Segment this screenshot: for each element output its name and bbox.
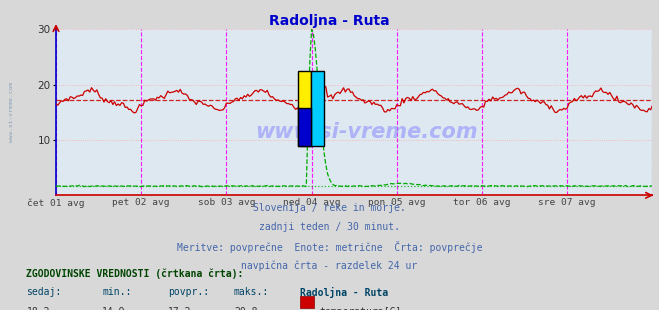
Text: Slovenija / reke in morje.: Slovenija / reke in morje.: [253, 203, 406, 213]
Text: zadnji teden / 30 minut.: zadnji teden / 30 minut.: [259, 222, 400, 232]
FancyBboxPatch shape: [298, 71, 311, 145]
Text: www.si-vreme.com: www.si-vreme.com: [9, 82, 14, 142]
Text: povpr.:: povpr.:: [168, 287, 209, 297]
Text: ZGODOVINSKE VREDNOSTI (črtkana črta):: ZGODOVINSKE VREDNOSTI (črtkana črta):: [26, 268, 244, 279]
Text: 18,2: 18,2: [26, 307, 50, 310]
FancyBboxPatch shape: [298, 108, 311, 145]
Text: Meritve: povprečne  Enote: metrične  Črta: povprečje: Meritve: povprečne Enote: metrične Črta:…: [177, 241, 482, 254]
Text: navpična črta - razdelek 24 ur: navpična črta - razdelek 24 ur: [241, 261, 418, 271]
FancyBboxPatch shape: [311, 71, 324, 145]
Text: 17,2: 17,2: [168, 307, 192, 310]
Text: 20,8: 20,8: [234, 307, 258, 310]
Text: min.:: min.:: [102, 287, 132, 297]
Text: sedaj:: sedaj:: [26, 287, 61, 297]
Text: www.si-vreme.com: www.si-vreme.com: [255, 122, 478, 142]
Text: Radoljna - Ruta: Radoljna - Ruta: [300, 287, 388, 299]
Text: temperatura[C]: temperatura[C]: [320, 307, 402, 310]
Text: Radoljna - Ruta: Radoljna - Ruta: [269, 14, 390, 28]
Text: maks.:: maks.:: [234, 287, 269, 297]
Text: 14,9: 14,9: [102, 307, 126, 310]
